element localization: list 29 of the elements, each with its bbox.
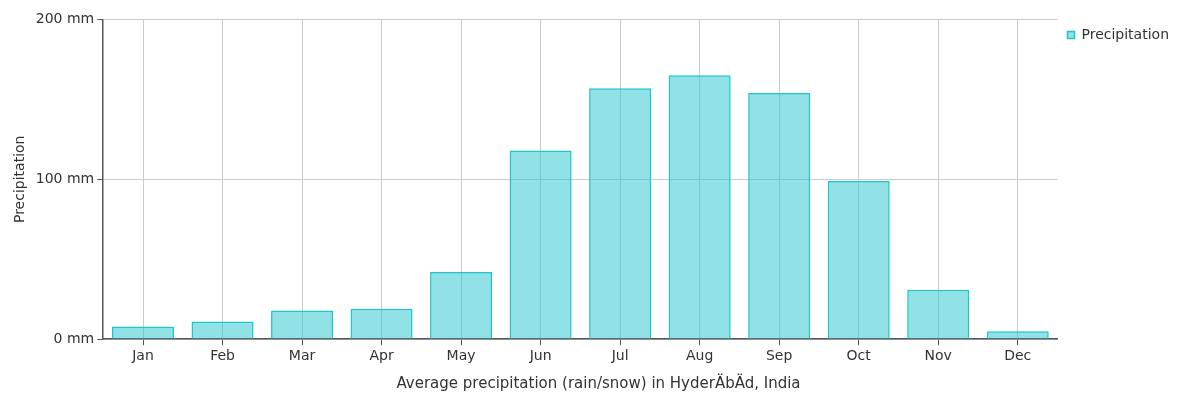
x-tick-label: Jul — [610, 347, 629, 364]
bar — [430, 272, 493, 339]
y-axis-title: Precipitation — [11, 135, 28, 224]
y-tick-label: 100 mm — [35, 169, 95, 186]
bar — [827, 180, 890, 339]
x-tick-label: Mar — [288, 347, 316, 364]
x-tick-label: Dec — [1004, 347, 1032, 364]
bar — [350, 308, 413, 339]
bar — [589, 88, 652, 339]
bar — [191, 321, 254, 339]
bar — [748, 92, 811, 339]
y-tick-label: 0 mm — [53, 329, 95, 346]
x-tick-label: Nov — [924, 347, 952, 364]
x-tick-label: Sep — [765, 347, 793, 364]
x-tick-label: Feb — [210, 347, 236, 364]
bar — [271, 310, 334, 339]
text: Average precipitation (rain/snow) in HyderÄbÄd, India — [395, 374, 802, 392]
y-tick-label: 200 mm — [35, 10, 95, 27]
legend-label: Precipitation — [1081, 25, 1170, 42]
x-tick-label: Aug — [685, 347, 714, 364]
bar — [509, 150, 572, 339]
x-tick-label: Apr — [369, 347, 394, 364]
x-tick-label: May — [446, 347, 476, 364]
x-tick-label: Jan — [131, 347, 154, 364]
bar — [112, 326, 175, 339]
bar — [907, 289, 970, 339]
x-tick-label: Jun — [528, 347, 552, 364]
bar — [668, 75, 731, 339]
x-tick-label: Oct — [846, 347, 872, 364]
